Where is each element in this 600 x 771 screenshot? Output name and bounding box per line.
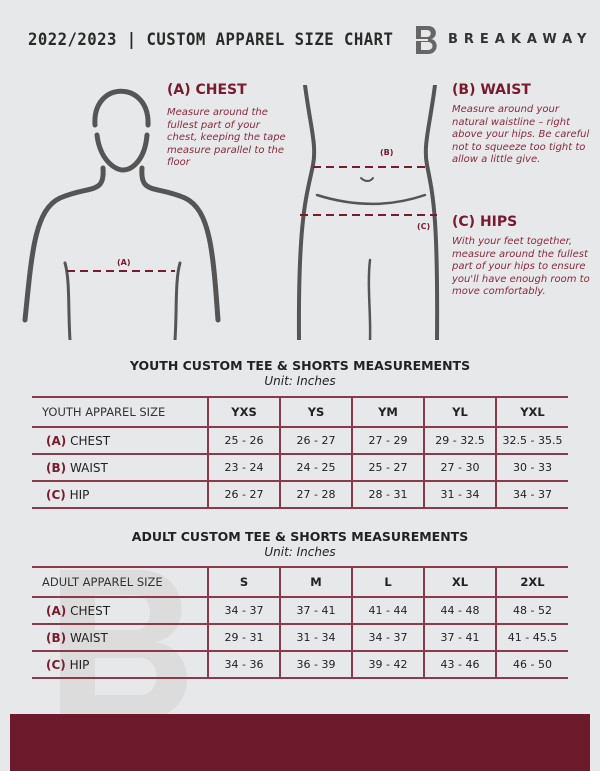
measurement-label: (C) HIP bbox=[32, 650, 209, 679]
hips-heading: (C) HIPS bbox=[452, 214, 518, 230]
size-column-header: YXL bbox=[495, 396, 568, 428]
measurement-value: 37 - 41 bbox=[279, 596, 353, 625]
measurement-name: CHEST bbox=[70, 433, 111, 448]
table-row: (A) CHEST 34 - 37 37 - 41 41 - 44 44 - 48 48 … bbox=[32, 596, 568, 625]
brand-name: BREAKAWAY bbox=[448, 32, 593, 47]
hips-instructions: With your feet together, measure around … bbox=[452, 236, 590, 297]
chest-figure-illustration bbox=[22, 88, 221, 340]
size-column-header: YM bbox=[351, 396, 425, 428]
table-row: (C) HIP 34 - 36 36 - 39 39 - 42 43 - 46 46 - … bbox=[32, 650, 568, 679]
footer-band bbox=[10, 714, 590, 771]
size-column-header: YXS bbox=[207, 396, 281, 428]
chest-heading: (A) CHEST bbox=[167, 82, 247, 98]
measurement-label: (A) CHEST bbox=[32, 426, 209, 455]
measurement-name: HIP bbox=[69, 487, 90, 502]
table-row: (B) WAIST 23 - 24 24 - 25 25 - 27 27 - 30 30 … bbox=[32, 453, 568, 482]
measurement-value: 41 - 44 bbox=[351, 596, 425, 625]
measurement-value: 44 - 48 bbox=[423, 596, 497, 625]
measurement-value: 43 - 46 bbox=[423, 650, 497, 679]
measurement-value: 25 - 26 bbox=[207, 426, 281, 455]
youth-size-table: YOUTH APPAREL SIZE YXS YS YM YL YXL (A) CHEST 2… bbox=[32, 396, 568, 509]
measurement-value: 24 - 25 bbox=[279, 453, 353, 482]
measurement-code: (A) bbox=[46, 603, 67, 618]
size-header: YOUTH APPAREL SIZE bbox=[32, 396, 209, 428]
measurement-value: 39 - 42 bbox=[351, 650, 425, 679]
measurement-value: 32.5 - 35.5 bbox=[495, 426, 568, 455]
size-header: ADULT APPAREL SIZE bbox=[32, 566, 209, 598]
measurement-code: (B) bbox=[46, 630, 67, 645]
measurement-value: 34 - 36 bbox=[207, 650, 281, 679]
table-header-row: ADULT APPAREL SIZE S M L XL 2XL bbox=[32, 566, 568, 598]
measurement-code: (C) bbox=[46, 657, 66, 672]
measurement-value: 36 - 39 bbox=[279, 650, 353, 679]
chest-marker: (A) bbox=[117, 258, 131, 267]
hips-marker: (C) bbox=[417, 222, 431, 231]
measurement-value: 29 - 31 bbox=[207, 623, 281, 652]
table-row: (A) CHEST 25 - 26 26 - 27 27 - 29 29 - 32.5 3… bbox=[32, 426, 568, 455]
table-row: (B) WAIST 29 - 31 31 - 34 34 - 37 37 - 41 41 … bbox=[32, 623, 568, 652]
waist-heading: (B) WAIST bbox=[452, 82, 531, 98]
size-column-header: YL bbox=[423, 396, 497, 428]
measurement-value: 30 - 33 bbox=[495, 453, 568, 482]
measurement-value: 34 - 37 bbox=[495, 480, 568, 509]
size-column-header: 2XL bbox=[495, 566, 568, 598]
measurement-value: 31 - 34 bbox=[423, 480, 497, 509]
youth-table-title: YOUTH CUSTOM TEE & SHORTS MEASUREMENTS bbox=[129, 358, 471, 373]
waist-marker: (B) bbox=[380, 148, 394, 157]
size-column-header: YS bbox=[279, 396, 353, 428]
measurement-name: CHEST bbox=[70, 603, 111, 618]
table-header-row: YOUTH APPAREL SIZE YXS YS YM YL YXL bbox=[32, 396, 568, 428]
measurement-value: 27 - 28 bbox=[279, 480, 353, 509]
size-column-header: XL bbox=[423, 566, 497, 598]
measurement-value: 41 - 45.5 bbox=[495, 623, 568, 652]
measurement-code: (B) bbox=[46, 460, 67, 475]
adult-size-table: ADULT APPAREL SIZE S M L XL 2XL (A) CHEST 34 - … bbox=[32, 566, 568, 679]
measurement-label: (A) CHEST bbox=[32, 596, 209, 625]
breakaway-logo-icon bbox=[408, 26, 437, 54]
youth-unit: Unit: Inches bbox=[264, 374, 336, 388]
chest-instructions: Measure around the fullest part of your … bbox=[167, 107, 286, 168]
measurement-value: 23 - 24 bbox=[207, 453, 281, 482]
measurement-value: 34 - 37 bbox=[207, 596, 281, 625]
measurement-value: 29 - 32.5 bbox=[423, 426, 497, 455]
measurement-value: 37 - 41 bbox=[423, 623, 497, 652]
size-column-header: L bbox=[351, 566, 425, 598]
measurement-name: HIP bbox=[69, 657, 90, 672]
measurement-code: (C) bbox=[46, 487, 66, 502]
measurement-value: 27 - 30 bbox=[423, 453, 497, 482]
measurement-value: 46 - 50 bbox=[495, 650, 568, 679]
waist-instructions: Measure around your natural waistline – … bbox=[452, 104, 590, 165]
measurement-value: 48 - 52 bbox=[495, 596, 568, 625]
adult-unit: Unit: Inches bbox=[264, 545, 336, 559]
measurement-value: 27 - 29 bbox=[351, 426, 425, 455]
measurement-name: WAIST bbox=[69, 630, 108, 645]
measurement-code: (A) bbox=[46, 433, 67, 448]
measurement-value: 25 - 27 bbox=[351, 453, 425, 482]
measurement-label: (B) WAIST bbox=[32, 623, 209, 652]
adult-table-title: ADULT CUSTOM TEE & SHORTS MEASUREMENTS bbox=[131, 529, 469, 544]
page-title: 2022/2023 | CUSTOM APPAREL SIZE CHART bbox=[28, 30, 394, 50]
size-column-header: M bbox=[279, 566, 353, 598]
measurement-value: 34 - 37 bbox=[351, 623, 425, 652]
measurement-name: WAIST bbox=[69, 460, 108, 475]
measurement-value: 31 - 34 bbox=[279, 623, 353, 652]
measurement-label: (B) WAIST bbox=[32, 453, 209, 482]
measurement-label: (C) HIP bbox=[32, 480, 209, 509]
measurement-value: 26 - 27 bbox=[279, 426, 353, 455]
measurement-value: 26 - 27 bbox=[207, 480, 281, 509]
size-column-header: S bbox=[207, 566, 281, 598]
table-row: (C) HIP 26 - 27 27 - 28 28 - 31 31 - 34 34 - … bbox=[32, 480, 568, 509]
measurement-value: 28 - 31 bbox=[351, 480, 425, 509]
waist-hips-figure-illustration bbox=[296, 85, 440, 340]
